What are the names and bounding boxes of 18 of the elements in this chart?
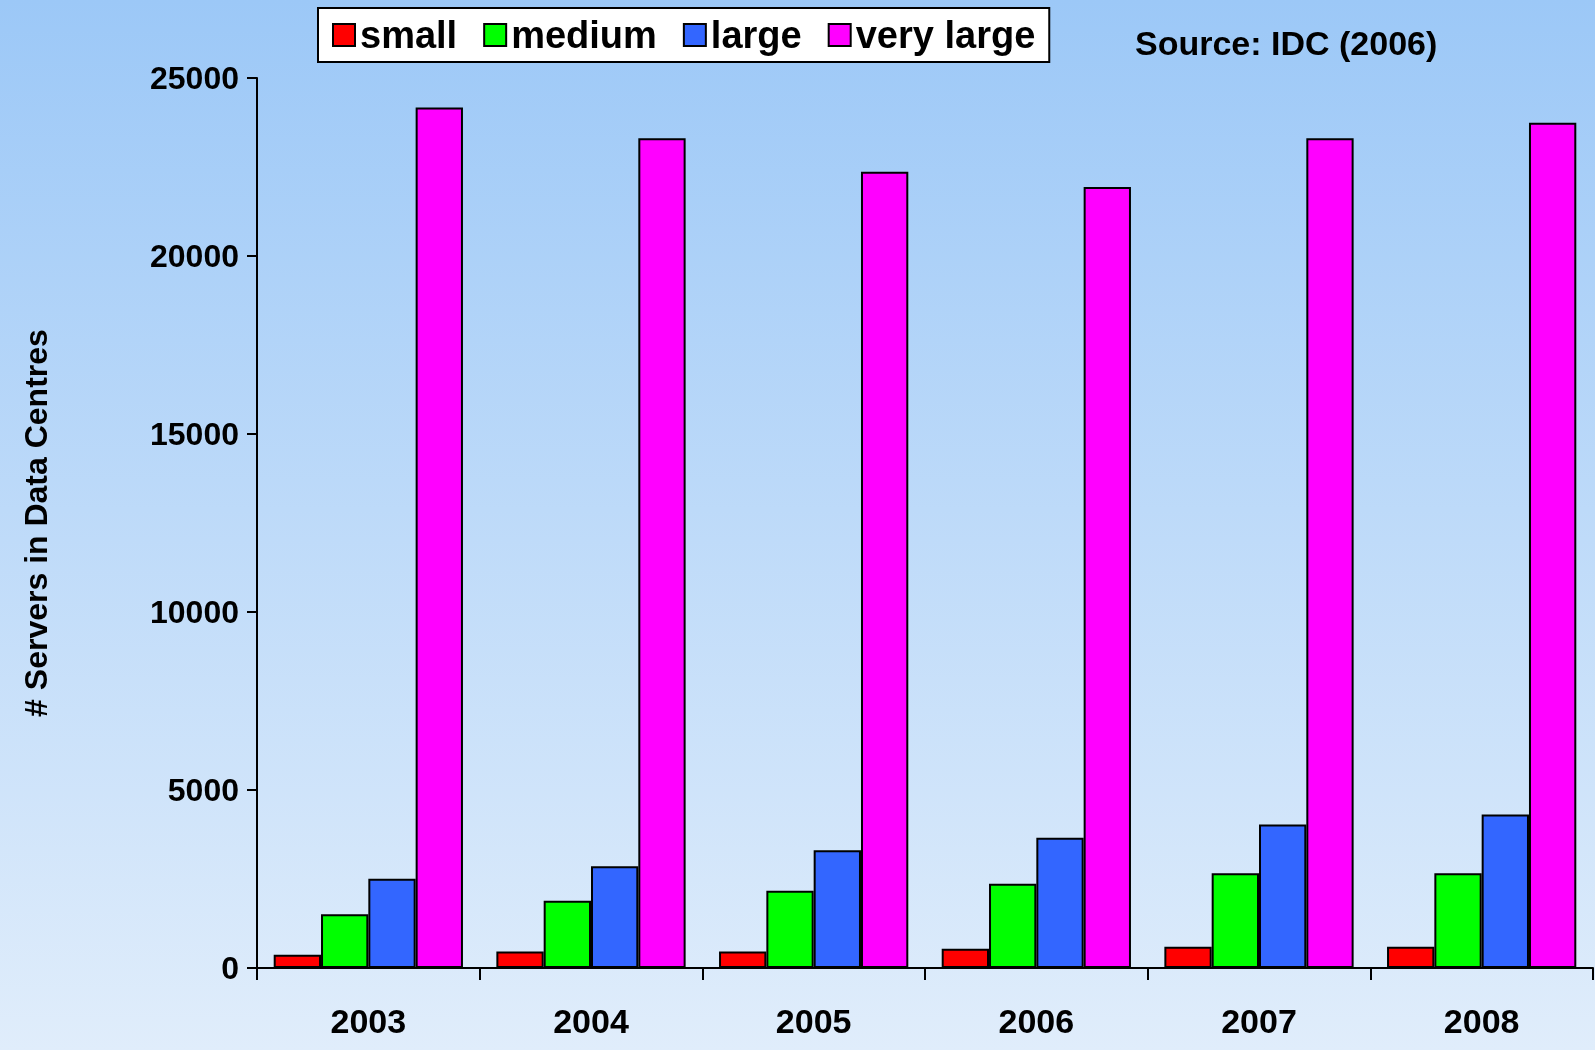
x-tick-label: 2003 (330, 1002, 407, 1040)
x-tick-label: 2006 (998, 1002, 1075, 1040)
y-tick-label: 20000 (150, 238, 239, 274)
x-tick-label: 2004 (553, 1002, 629, 1040)
x-tick-label: 2007 (1221, 1002, 1297, 1040)
y-tick-label: 10000 (150, 594, 239, 630)
y-tick-label: 5000 (167, 772, 239, 808)
y-tick-label: 0 (221, 950, 239, 986)
legend-label: medium (511, 14, 657, 56)
source-note: Source: IDC (2006) (1135, 24, 1438, 62)
x-tick-label: 2005 (775, 1002, 852, 1040)
y-tick-label: 25000 (150, 60, 239, 96)
y-tick-label: 15000 (150, 416, 239, 452)
legend-label: large (710, 14, 802, 56)
legend-label: very large (855, 14, 1036, 56)
y-axis-title: # Servers in Data Centres (18, 329, 54, 717)
x-tick-label: 2008 (1443, 1002, 1520, 1040)
legend-label: small (360, 14, 458, 56)
